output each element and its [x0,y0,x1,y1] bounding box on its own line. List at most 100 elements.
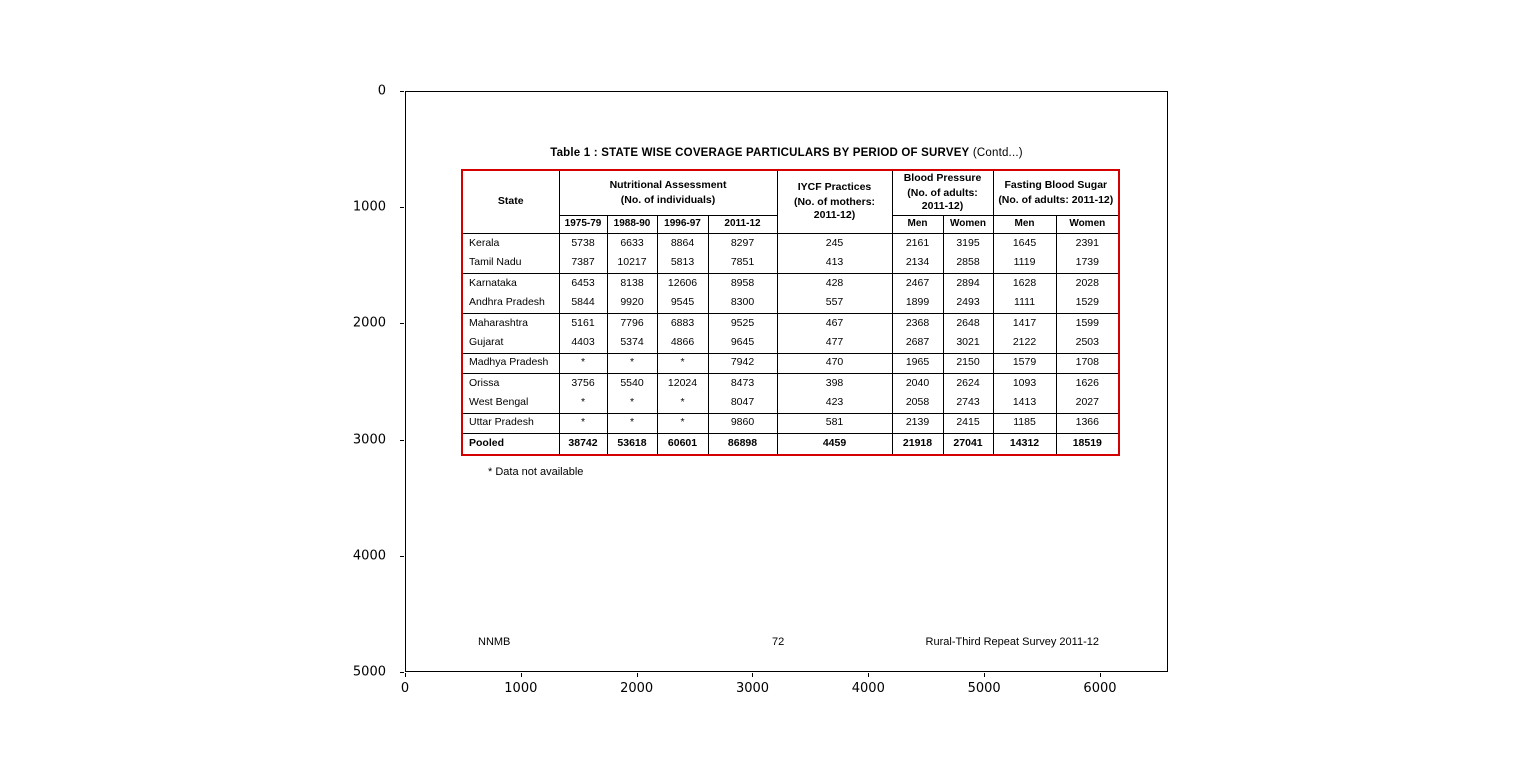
table-row: Uttar Pradesh * * * 9860 581 2139 2415 1185 1366 [461,413,1120,434]
value-cell: 428 [776,273,893,293]
value-cell: 1899 [891,293,944,314]
value-cell: 2122 [992,333,1057,354]
value-cell: 2503 [1055,333,1120,354]
document-title-suffix: (Contd...) [972,147,1023,159]
value-cell: 14312 [992,433,1057,455]
state-cell: West Bengal [461,393,560,414]
y-tick-mark [400,672,404,673]
state-cell: Andhra Pradesh [461,293,560,314]
value-cell: 2894 [942,273,994,293]
value-cell: 1599 [1055,313,1120,333]
value-cell: * [656,353,709,374]
table-row: West Bengal * * * 8047 423 2058 2743 1413 2027 [461,393,1120,414]
value-cell: * [656,413,709,434]
value-cell: 6633 [606,233,658,253]
value-cell: 12606 [656,273,709,293]
x-tick-label: 3000 [735,681,770,696]
value-cell: 467 [776,313,893,333]
bp-group-sub: (No. of adults: 2011-12) [907,187,978,213]
value-cell: 9860 [707,413,778,434]
x-tick-label: 1000 [504,681,538,696]
y-tick-label: 4000 [352,548,386,564]
document-title: Table 1 : STATE WISE COVERAGE PARTICULAR… [406,147,1167,159]
value-cell: 2027 [1055,393,1120,414]
value-cell: 6453 [558,273,608,293]
table-row: Andhra Pradesh 5844 9920 9545 8300 557 1899 249… [461,293,1120,314]
value-cell: 2150 [942,353,994,374]
x-tick-label: 6000 [1083,681,1117,696]
table-row: Orissa 3756 5540 12024 8473 398 2040 2624 1093 16… [461,373,1120,393]
value-cell: 1366 [1055,413,1120,434]
value-cell: 413 [776,253,893,274]
value-cell: 10217 [606,253,658,274]
value-cell: 18519 [1055,433,1120,455]
y-tick-label: 5000 [352,664,386,680]
value-cell: 1529 [1055,293,1120,314]
state-cell: Karnataka [461,273,560,293]
x-tick-label: 5000 [967,681,1001,696]
value-cell: 4866 [656,333,709,354]
table-row: Pooled 38742 53618 60601 86898 4459 21918 27041… [461,433,1120,455]
value-cell: 1185 [992,413,1057,434]
value-cell: 12024 [656,373,709,393]
value-cell: 8297 [707,233,778,253]
iycf-title: IYCF Practices [797,181,872,194]
table-row: Karnataka 6453 8138 12606 8958 428 2467 2894 162… [461,273,1120,293]
y-tick-label: 0 [377,83,386,99]
value-cell: 1119 [992,253,1057,274]
na-group-sub: (No. of individuals) [620,193,716,206]
value-cell: * [558,353,608,374]
value-cell: 2858 [942,253,994,274]
value-cell: 4459 [776,433,893,455]
value-cell: * [558,413,608,434]
table-row: Gujarat 4403 5374 4866 9645 477 2687 3021 2122 25… [461,333,1120,354]
value-cell: 2040 [891,373,944,393]
x-axis-ticks: 0 1000 2000 3000 4000 5000 6000 [401,672,1168,702]
table-group-header-row: State Nutritional Assessment (No. of ind… [461,169,1120,234]
value-cell: 21918 [891,433,944,455]
col-group-nutritional-assessment: Nutritional Assessment (No. of individua… [558,169,778,216]
col-header-bp-men: Men [891,214,944,234]
y-tick-mark [400,91,404,92]
value-cell: 2134 [891,253,944,274]
state-cell: Maharashtra [461,313,560,333]
value-cell: 557 [776,293,893,314]
document-title-text: Table 1 : STATE WISE COVERAGE PARTICULAR… [550,147,970,159]
value-cell: 7387 [558,253,608,274]
value-cell: 8958 [707,273,778,293]
x-tick-mark [1099,673,1101,677]
value-cell: 3195 [942,233,994,253]
value-cell: 60601 [656,433,709,455]
value-cell: 9545 [656,293,709,314]
y-tick-mark [400,207,404,209]
col-group-fasting-blood-sugar: Fasting Blood Sugar (No. of adults: 2011… [992,169,1120,216]
value-cell: 9525 [707,313,778,333]
value-cell: 423 [776,393,893,414]
value-cell: 2139 [891,413,944,434]
table-footnote: * Data not available [488,466,584,478]
value-cell: 477 [776,333,893,354]
value-cell: 1626 [1055,373,1120,393]
table-row: Madhya Pradesh * * * 7942 470 1965 2150 1579 1708 [461,353,1120,374]
col-header-1975-79: 1975-79 [558,214,608,234]
value-cell: 470 [776,353,893,374]
value-cell: 8047 [707,393,778,414]
value-cell: 3021 [942,333,994,354]
x-tick-mark [752,673,754,677]
col-header-bp-women: Women [942,214,994,234]
value-cell: 5374 [606,333,658,354]
value-cell: 2058 [891,393,944,414]
value-cell: 8138 [606,273,658,293]
value-cell: 2493 [942,293,994,314]
state-cell: Tamil Nadu [461,253,560,274]
value-cell: 53618 [606,433,658,455]
value-cell: 8473 [707,373,778,393]
value-cell: 5540 [606,373,658,393]
value-cell: 27041 [942,433,994,455]
value-cell: 8864 [656,233,709,253]
footer-org-label: NNMB [478,636,511,648]
value-cell: 5738 [558,233,608,253]
value-cell: 2391 [1055,233,1120,253]
col-group-blood-pressure: Blood Pressure (No. of adults: 2011-12) [891,169,994,216]
value-cell: * [606,413,658,434]
